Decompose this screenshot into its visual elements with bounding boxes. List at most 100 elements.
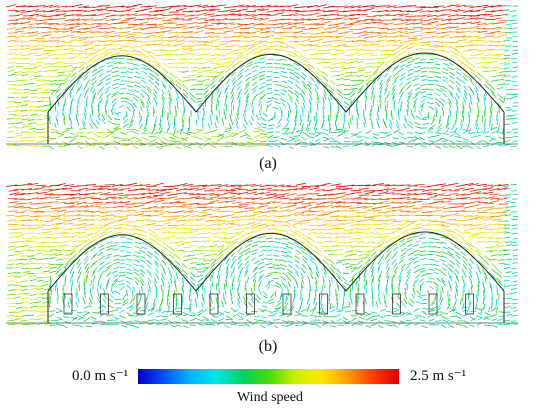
velocity-vector	[378, 241, 385, 247]
velocity-vector	[106, 39, 116, 42]
velocity-vector	[414, 209, 424, 213]
velocity-vector	[281, 9, 292, 12]
velocity-vector	[314, 35, 324, 38]
velocity-vector	[217, 133, 225, 137]
velocity-vector	[56, 310, 63, 314]
velocity-vector	[400, 268, 404, 274]
velocity-vector	[126, 58, 134, 61]
velocity-vector	[70, 275, 72, 282]
velocity-vector	[421, 41, 431, 44]
velocity-vector	[308, 133, 316, 135]
velocity-vector	[6, 27, 17, 30]
velocity-vector	[372, 40, 382, 43]
velocity-vector	[308, 228, 318, 231]
velocity-vector	[251, 184, 262, 187]
velocity-vector	[225, 280, 228, 288]
velocity-vector	[42, 320, 51, 322]
velocity-vector	[244, 323, 251, 327]
velocity-vector	[274, 26, 284, 29]
velocity-vector	[41, 253, 50, 256]
velocity-vector	[237, 229, 245, 235]
velocity-vector	[106, 9, 117, 12]
velocity-vector	[77, 38, 86, 42]
velocity-vector	[188, 187, 200, 191]
velocity-vector	[159, 119, 162, 126]
velocity-vector	[175, 227, 185, 229]
velocity-vector	[246, 225, 255, 230]
velocity-vector	[252, 210, 262, 214]
velocity-vector	[336, 49, 345, 52]
velocity-vector	[484, 324, 491, 327]
velocity-vector	[420, 105, 424, 112]
velocity-vector	[190, 25, 200, 29]
velocity-vector	[77, 71, 84, 77]
velocity-vector	[350, 215, 360, 218]
velocity-vector	[328, 306, 335, 309]
velocity-vector	[251, 76, 258, 82]
velocity-vector	[302, 197, 313, 201]
velocity-vector	[421, 224, 431, 226]
velocity-vector	[448, 35, 459, 39]
velocity-vector	[430, 306, 437, 311]
velocity-vector	[370, 26, 380, 29]
velocity-vector	[357, 69, 365, 72]
velocity-vector	[34, 65, 43, 68]
velocity-vector	[181, 136, 189, 142]
velocity-vector	[513, 193, 518, 196]
velocity-vector	[232, 52, 242, 55]
velocity-vector	[126, 106, 131, 112]
velocity-vector	[259, 61, 266, 64]
velocity-vector	[147, 40, 157, 42]
velocity-vector	[372, 21, 383, 24]
velocity-vector	[223, 324, 230, 328]
velocity-vector	[329, 219, 339, 221]
velocity-vector	[421, 141, 428, 144]
plant-row	[428, 293, 438, 315]
velocity-vector	[476, 240, 485, 243]
velocity-vector	[211, 240, 220, 243]
velocity-vector	[13, 296, 21, 299]
velocity-vector	[454, 136, 462, 138]
velocity-vector	[315, 315, 323, 318]
velocity-vector	[384, 73, 389, 78]
plant-row	[246, 293, 255, 315]
velocity-vector	[104, 230, 112, 235]
velocity-vector	[49, 270, 57, 273]
velocity-vector	[125, 98, 133, 102]
velocity-vector	[350, 223, 360, 226]
velocity-vector	[175, 236, 184, 239]
velocity-vector	[448, 276, 453, 281]
velocity-vector	[408, 227, 417, 231]
velocity-vector	[438, 119, 442, 125]
velocity-vector	[399, 41, 409, 43]
velocity-vector	[189, 228, 199, 231]
velocity-vector	[259, 319, 267, 323]
velocity-vector	[161, 273, 165, 280]
velocity-vector	[421, 95, 427, 98]
velocity-vector	[57, 316, 63, 321]
velocity-vector	[495, 306, 499, 314]
velocity-vector	[155, 54, 165, 57]
velocity-vector	[377, 62, 384, 68]
velocity-vector	[127, 89, 134, 92]
velocity-vector	[437, 303, 442, 309]
velocity-vector	[274, 281, 282, 286]
velocity-vector	[475, 61, 484, 65]
velocity-vector	[146, 101, 150, 107]
velocity-vector	[412, 78, 419, 82]
velocity-vector	[272, 139, 279, 143]
velocity-vector	[189, 92, 195, 98]
velocity-vector	[167, 193, 179, 196]
velocity-vector	[218, 200, 228, 204]
velocity-vector	[15, 62, 24, 64]
velocity-vector	[419, 246, 427, 248]
velocity-vector	[104, 210, 114, 213]
velocity-vector	[351, 114, 353, 120]
velocity-vector	[448, 71, 456, 76]
velocity-vector	[92, 63, 99, 68]
velocity-vector	[477, 4, 489, 7]
velocity-vector	[48, 300, 51, 308]
velocity-vector	[48, 96, 51, 104]
velocity-vector	[29, 279, 37, 281]
velocity-vector	[111, 18, 122, 21]
